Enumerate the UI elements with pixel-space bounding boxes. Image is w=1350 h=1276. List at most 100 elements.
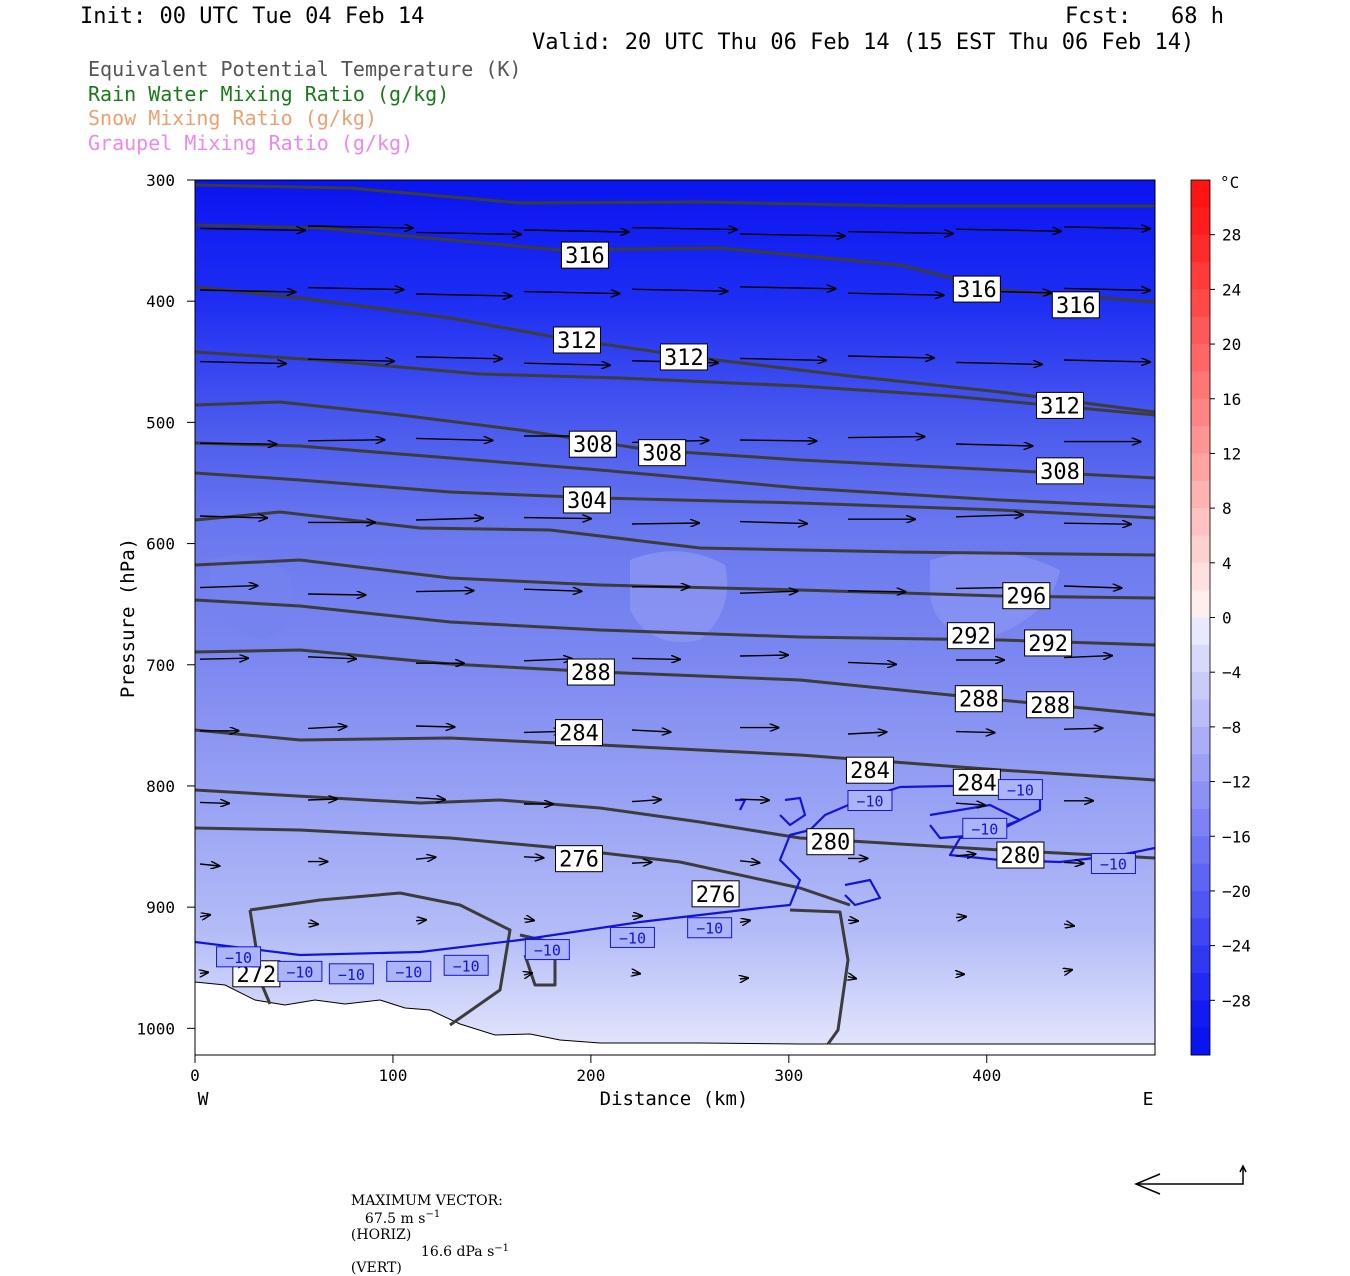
colorbar-band (1191, 808, 1210, 837)
x-right-end-label: E (1143, 1089, 1154, 1110)
colorbar-band (1191, 617, 1210, 646)
theta-e-label-box (946, 622, 995, 650)
wind-vector (415, 232, 521, 234)
wind-vector (415, 294, 512, 296)
max-vector-label: MAXIMUM VECTOR: (350, 1193, 503, 1209)
temperature-label-box (386, 960, 432, 982)
wind-vector (199, 362, 286, 364)
wind-vector (631, 862, 652, 863)
wind-vector (1064, 970, 1072, 972)
theta-e-label-box (1051, 291, 1100, 319)
colorbar-band (1191, 508, 1210, 536)
wind-vector (955, 229, 1061, 231)
colorbar-tick-label: 8 (1222, 499, 1232, 518)
wind-vector (631, 523, 699, 524)
wind-vector (955, 803, 985, 805)
wind-vector (415, 438, 493, 440)
terrain (195, 981, 1155, 1055)
temperature-label-box (687, 917, 733, 939)
wind-vector (415, 518, 483, 520)
wind-vector (199, 915, 210, 917)
wind-vector (415, 798, 445, 800)
colorbar-unit: °C (1220, 173, 1239, 192)
theta-e-label-box (1024, 629, 1073, 657)
theta-e-label-box (954, 685, 1003, 713)
colorbar-band (1191, 754, 1210, 783)
temperature-label-box (277, 960, 323, 982)
theta-e-contour-label: 280 (811, 831, 851, 856)
cross-section-chart: 316 316 316 312 312 312 308 308 308 304 296 292 292 2… (117, 171, 1251, 1110)
wind-vector (739, 234, 845, 236)
wind-vector (739, 799, 769, 800)
wind-vector (739, 440, 817, 441)
colorbar-tick-label: 4 (1222, 554, 1232, 573)
wind-vector (307, 923, 318, 924)
theta-e-label-box (806, 828, 855, 856)
wind-vector (307, 657, 356, 659)
wind-vector (523, 292, 620, 294)
theta-e-label-box (553, 326, 602, 354)
wind-vector (523, 363, 610, 365)
field-label-graupel: Graupel Mixing Ratio (g/kg) (88, 131, 414, 155)
theta-e-label-box (691, 880, 740, 908)
theta-e-contour-label: 288 (1030, 694, 1070, 719)
theta-e-label-box (952, 275, 1001, 303)
theta-e-label-box (555, 845, 603, 873)
temperature-contour-label: −10 (1007, 782, 1034, 800)
vert-value: 16.6 dPa s (420, 1244, 495, 1261)
x-tick-label: 400 (972, 1066, 1001, 1085)
colorbar-band (1191, 426, 1210, 454)
temperature-label-box (524, 939, 570, 961)
temperature-contour-label: −10 (696, 920, 723, 938)
theta-e-contour-label: 296 (1006, 585, 1046, 610)
wind-vector (739, 655, 788, 656)
y-tick-label: 800 (146, 777, 175, 796)
colorbar-tick-label: −20 (1222, 882, 1251, 901)
temperature-contour-label: −10 (286, 963, 313, 981)
theta-e-label-box (638, 439, 687, 467)
colorbar-tick-label: −8 (1222, 718, 1241, 737)
vert-exp: −1 (494, 1242, 510, 1254)
theta-e-contour-line (195, 441, 1155, 509)
temperature-label-box (847, 789, 893, 811)
theta-e-contour-label: 292 (951, 625, 991, 650)
colorbar-band (1191, 726, 1210, 755)
wind-vector (1063, 924, 1074, 926)
wind-vector (847, 356, 934, 358)
wind-vector (631, 289, 728, 291)
theta-e-contour-label: 312 (1040, 394, 1080, 419)
plot-frame (194, 179, 1156, 1056)
wind-vector (631, 228, 737, 230)
colorbar-tick-label: 16 (1222, 390, 1241, 409)
colorbar-band (1191, 918, 1210, 947)
y-tick-label: 400 (146, 292, 175, 311)
theta-e-label-box (952, 768, 1001, 796)
colorbar-band (1191, 1000, 1210, 1029)
wind-vector (523, 918, 534, 920)
colorbar-tick-label: −28 (1222, 991, 1251, 1010)
wind-vector (199, 658, 248, 659)
wind-vector (1063, 360, 1150, 362)
lighter-shading-patch (210, 555, 293, 640)
theta-e-contour-label: 312 (557, 329, 597, 354)
colorbar-band (1191, 644, 1210, 673)
temperature-label-box (1090, 853, 1136, 875)
field-label-snow: Snow Mixing Ratio (g/kg) (88, 106, 377, 130)
horiz-tag: (HORIZ) (350, 1226, 412, 1243)
colorbar-tick-label: −16 (1222, 827, 1251, 846)
temperature-label-box (997, 779, 1043, 801)
field-label-theta-e: Equivalent Potential Temperature (K) (88, 57, 522, 81)
colorbar-tick-label: −4 (1222, 663, 1241, 682)
temperature-label-box (962, 817, 1008, 839)
theta-e-label-box (1026, 691, 1075, 719)
temperature-contour-label: −10 (225, 949, 252, 967)
theta-e-label-box (560, 241, 609, 269)
contour-labels: 316 316 316 312 312 312 308 308 308 304 296 292 292 2… (216, 241, 1136, 988)
theta-e-label-box (1035, 391, 1084, 419)
theta-e-label-box (566, 658, 615, 686)
y-tick-label: 600 (146, 535, 175, 554)
theta-e-label-box (659, 343, 708, 371)
colorbar-tick-label: −24 (1222, 937, 1251, 956)
theta-e-label-box (996, 841, 1045, 869)
wind-vector (415, 591, 474, 592)
